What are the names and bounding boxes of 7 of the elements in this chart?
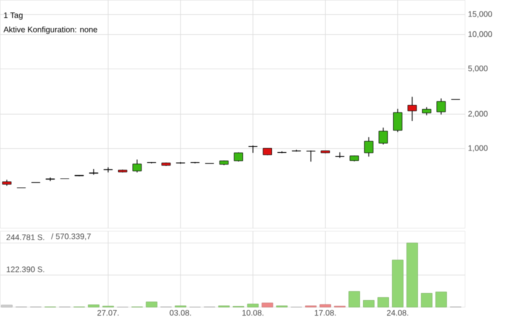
candlestick xyxy=(248,145,258,154)
candlestick xyxy=(364,136,374,157)
candlestick xyxy=(436,98,446,115)
candlestick xyxy=(393,108,402,132)
candlestick xyxy=(132,159,142,173)
candlestick xyxy=(378,127,388,145)
candlestick xyxy=(408,96,417,122)
